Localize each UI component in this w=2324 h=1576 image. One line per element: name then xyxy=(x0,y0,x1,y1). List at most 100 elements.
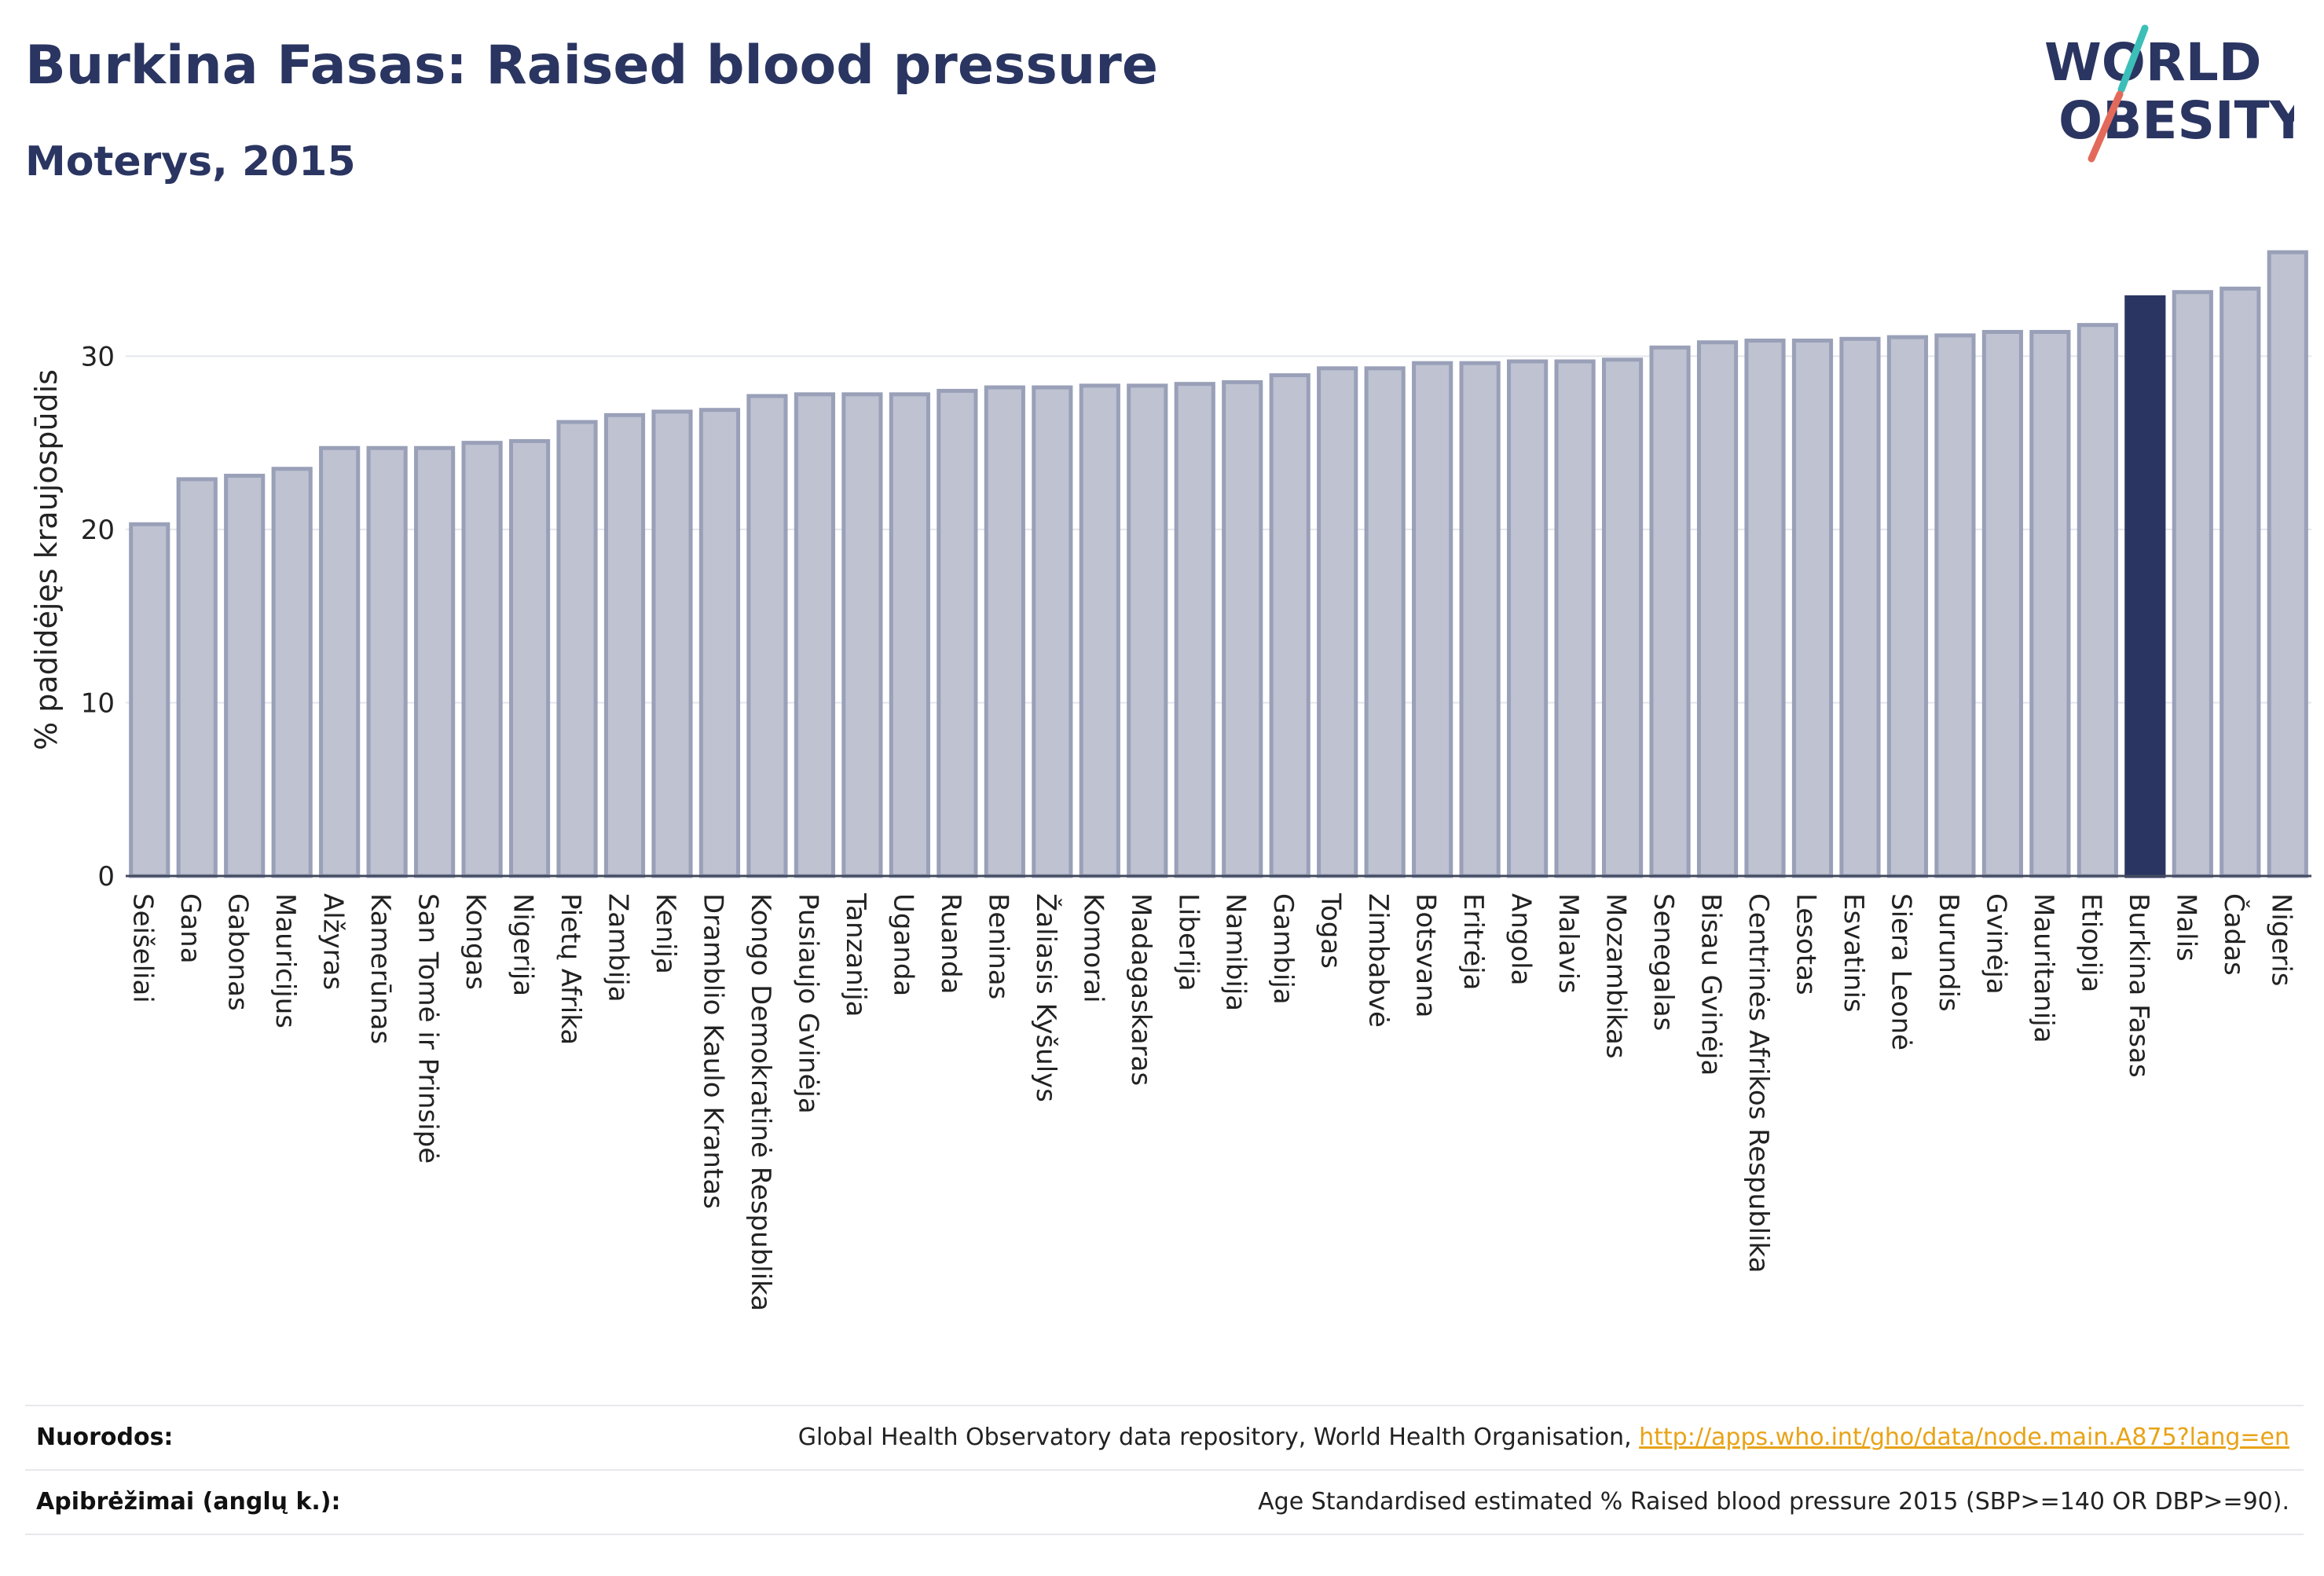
x-tick-label: Bisau Gvinėja xyxy=(1695,893,1727,1076)
x-tick-label: Tanzanija xyxy=(840,892,871,1017)
bar xyxy=(271,467,313,878)
bar xyxy=(1459,361,1501,878)
x-tick-label: Zambija xyxy=(603,893,634,1002)
bar xyxy=(224,474,266,878)
bar xyxy=(1839,336,1881,878)
y-tick-label: 10 xyxy=(81,687,115,719)
x-tick-label: Komorai xyxy=(1077,893,1109,1003)
bar xyxy=(1222,379,1263,878)
bar xyxy=(1127,383,1168,878)
x-tick-label: Mauricijus xyxy=(269,893,301,1028)
bar xyxy=(176,477,218,878)
references-text: Global Health Observatory data repositor… xyxy=(797,1424,1640,1451)
chart-subtitle: Moterys, 2015 xyxy=(25,138,356,185)
references-link[interactable]: http://apps.who.int/gho/data/node.main.A… xyxy=(1639,1424,2289,1451)
logo-slash-top xyxy=(2117,24,2149,93)
x-tick-label: Malavis xyxy=(1552,893,1584,994)
bar xyxy=(414,445,456,878)
x-tick-label: Kenija xyxy=(650,893,681,974)
bar xyxy=(1649,345,1691,878)
logo-line-1: WORLD xyxy=(2044,32,2262,93)
bar xyxy=(2267,250,2308,878)
x-tick-label: Ruanda xyxy=(935,893,966,994)
bar xyxy=(698,408,741,878)
bar xyxy=(889,392,930,878)
bar xyxy=(2220,286,2261,878)
bar xyxy=(129,522,170,878)
bar xyxy=(1744,339,1786,878)
references-value: Global Health Observatory data repositor… xyxy=(798,1424,2289,1451)
bar xyxy=(1269,373,1310,878)
x-tick-label: Lesotas xyxy=(1790,893,1821,995)
x-tick-label: Kongas xyxy=(460,893,491,990)
x-tick-label: Angola xyxy=(1505,893,1537,985)
bar xyxy=(2172,290,2213,878)
bar xyxy=(1079,383,1120,878)
x-tick-label: Pusiaujo Gvinėja xyxy=(792,893,823,1114)
bar xyxy=(1364,366,1406,878)
bar xyxy=(746,394,788,878)
footer-references-row: Nuorodos: Global Health Observatory data… xyxy=(25,1405,2304,1468)
bar xyxy=(841,392,883,878)
bar xyxy=(1554,359,1596,878)
x-tick-label: Žaliasis Kyšulys xyxy=(1030,893,1062,1102)
x-tick-label: Burkina Fasas xyxy=(2123,893,2154,1078)
bar xyxy=(2077,323,2118,878)
references-label: Nuorodos: xyxy=(36,1424,174,1451)
x-tick-label: Zimbabvė xyxy=(1362,893,1394,1028)
footer-definitions-row: Apibrėžimai (anglų k.): Age Standardised… xyxy=(25,1469,2304,1532)
y-tick-label: 20 xyxy=(81,515,115,546)
x-tick-label: Dramblio Kaulo Krantas xyxy=(697,893,728,1209)
x-tick-label: Mozambikas xyxy=(1600,893,1632,1059)
x-tick-label: Gana xyxy=(174,893,206,964)
bar xyxy=(1317,366,1358,878)
y-tick-label: 30 xyxy=(81,341,115,372)
x-tick-label: Senegalas xyxy=(1648,893,1679,1031)
definitions-label: Apibrėžimai (anglų k.): xyxy=(36,1488,341,1516)
x-tick-label: Pietų Afrika xyxy=(555,893,586,1045)
x-tick-label: Beninas xyxy=(982,893,1014,999)
chart-title: Burkina Fasas: Raised blood pressure xyxy=(25,35,1158,97)
bar xyxy=(937,388,978,878)
bar xyxy=(461,441,503,878)
bar xyxy=(508,438,551,878)
bar xyxy=(603,412,646,878)
x-tick-label: Alžyras xyxy=(317,893,349,990)
x-tick-label: Malis xyxy=(2170,893,2201,962)
world-obesity-logo: WORLD OBESITY xyxy=(2044,24,2294,163)
x-tick-label: Seišeliai xyxy=(127,893,159,1003)
bar xyxy=(984,385,1025,878)
x-tick-label: Liberija xyxy=(1172,893,1204,991)
bar xyxy=(319,445,361,878)
bar xyxy=(556,420,598,878)
x-tick-label: Kamerūnas xyxy=(365,893,396,1044)
x-tick-label: Čadas xyxy=(2218,893,2250,976)
x-tick-label: San Tomė ir Prinsipė xyxy=(412,893,444,1164)
bar xyxy=(1507,359,1549,878)
bar xyxy=(1791,339,1834,878)
x-tick-label: Gabonas xyxy=(222,893,254,1011)
x-tick-label: Nigeris xyxy=(2265,893,2297,987)
x-tick-label: Eritrėja xyxy=(1457,893,1489,990)
x-tick-label: Namibija xyxy=(1220,893,1252,1011)
bar xyxy=(1934,333,1976,878)
x-tick-label: Madagaskaras xyxy=(1125,893,1157,1086)
x-tick-label: Gvinėja xyxy=(1980,893,2011,995)
bar xyxy=(1174,382,1215,878)
y-axis: 0 10 20 30 xyxy=(81,341,115,892)
bar xyxy=(651,409,693,878)
bar xyxy=(1601,357,1644,878)
bar xyxy=(1696,340,1739,878)
bar xyxy=(1886,335,1929,878)
x-axis: Seišeliai Gana Gabonas Mauricijus Alžyras Kam… xyxy=(126,874,2311,1311)
x-tick-label: Mauritanija xyxy=(2028,893,2059,1043)
x-tick-label: Kongo Demokratinė Respublika xyxy=(745,893,776,1311)
definitions-value: Age Standardised estimated % Raised bloo… xyxy=(1258,1488,2289,1516)
bar xyxy=(794,392,836,878)
x-tick-label: Centrinės Afrikos Respublika xyxy=(1743,893,1774,1273)
y-axis-title: % padidėjęs kraujospūdis xyxy=(29,369,64,750)
x-tick-label: Uganda xyxy=(887,893,918,996)
bar xyxy=(1412,361,1453,878)
x-tick-label: Botsvana xyxy=(1410,893,1442,1018)
y-tick-label: 0 xyxy=(97,861,115,892)
